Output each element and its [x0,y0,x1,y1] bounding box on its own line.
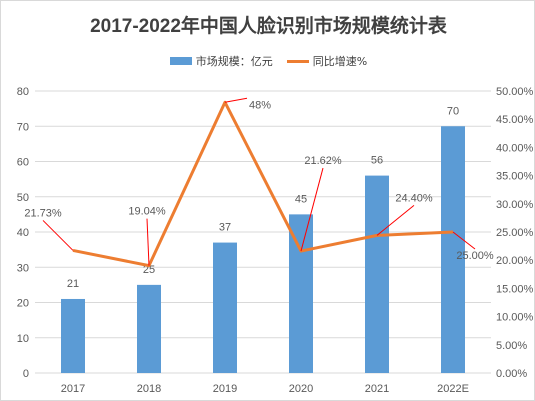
y-right-tick-label: 20.00% [496,255,534,267]
y-right-tick-label: 30.00% [496,199,534,211]
line-data-label: 48% [249,99,271,111]
bar-data-label: 45 [295,193,307,205]
bar-data-label: 25 [143,264,155,276]
leader-line [452,231,476,250]
leader-line [376,204,415,236]
y-left-tick-label: 30 [17,262,29,274]
y-left-tick-label: 70 [17,121,29,133]
bar [61,298,85,373]
x-tick-label: 2020 [289,383,313,395]
x-tick-label: 2017 [61,383,85,395]
growth-line [72,100,454,268]
y-right-tick-label: 35.00% [496,171,534,183]
bar [137,284,161,373]
bar-data-label: 70 [447,105,459,117]
x-tick-label: 2022E [437,383,469,395]
y-left-tick-label: 10 [17,333,29,345]
y-right-tick-label: 50.00% [496,86,534,98]
y-right-tick-label: 45.00% [496,114,534,126]
bar [289,214,313,373]
line-data-label: 21.62% [304,155,342,167]
y-right-tick-label: 25.00% [496,227,534,239]
leader-line [42,220,74,251]
legend-item-bar: 市场规模：亿元 [169,53,273,69]
line-data-label: 24.40% [395,192,433,204]
legend-bar-label: 市场规模：亿元 [195,55,273,68]
y-left-tick-label: 60 [17,157,29,169]
bar-data-label: 37 [219,222,231,234]
bar [365,175,389,373]
legend-bar-swatch [169,57,192,65]
y-left-tick-label: 20 [17,298,29,310]
y-left-tick-label: 40 [17,227,29,239]
y-right-tick-label: 0.00% [496,368,527,380]
x-tick-label: 2019 [213,383,237,395]
y-left-tick-label: 0 [23,368,29,380]
bar [213,242,237,373]
bar-data-label: 21 [67,278,79,290]
legend-line-label: 同比增速% [312,55,368,68]
x-tick-label: 2021 [365,383,389,395]
leader-line [224,97,248,103]
y-left-tick-label: 50 [17,192,29,204]
bar-data-label: 56 [371,155,383,167]
y-right-tick-label: 5.00% [496,340,527,352]
y-left-tick-label: 80 [17,86,29,98]
legend-line-swatch [286,59,309,63]
y-right-tick-label: 15.00% [496,283,534,295]
legend-item-line: 同比增速% [286,53,368,69]
legend: 市场规模：亿元 同比增速% [1,53,535,69]
line-data-label: 21.73% [24,207,62,219]
line-data-label: 25.00% [456,250,494,262]
leader-line [146,218,150,266]
bar [441,126,465,373]
x-tick-label: 2018 [137,383,161,395]
chart-title: 2017-2022年中国人脸识别市场规模统计表 [90,16,447,37]
y-right-tick-label: 10.00% [496,312,534,324]
line-data-label: 19.04% [128,206,166,218]
leader-line [300,167,324,252]
y-right-tick-label: 40.00% [496,142,534,154]
